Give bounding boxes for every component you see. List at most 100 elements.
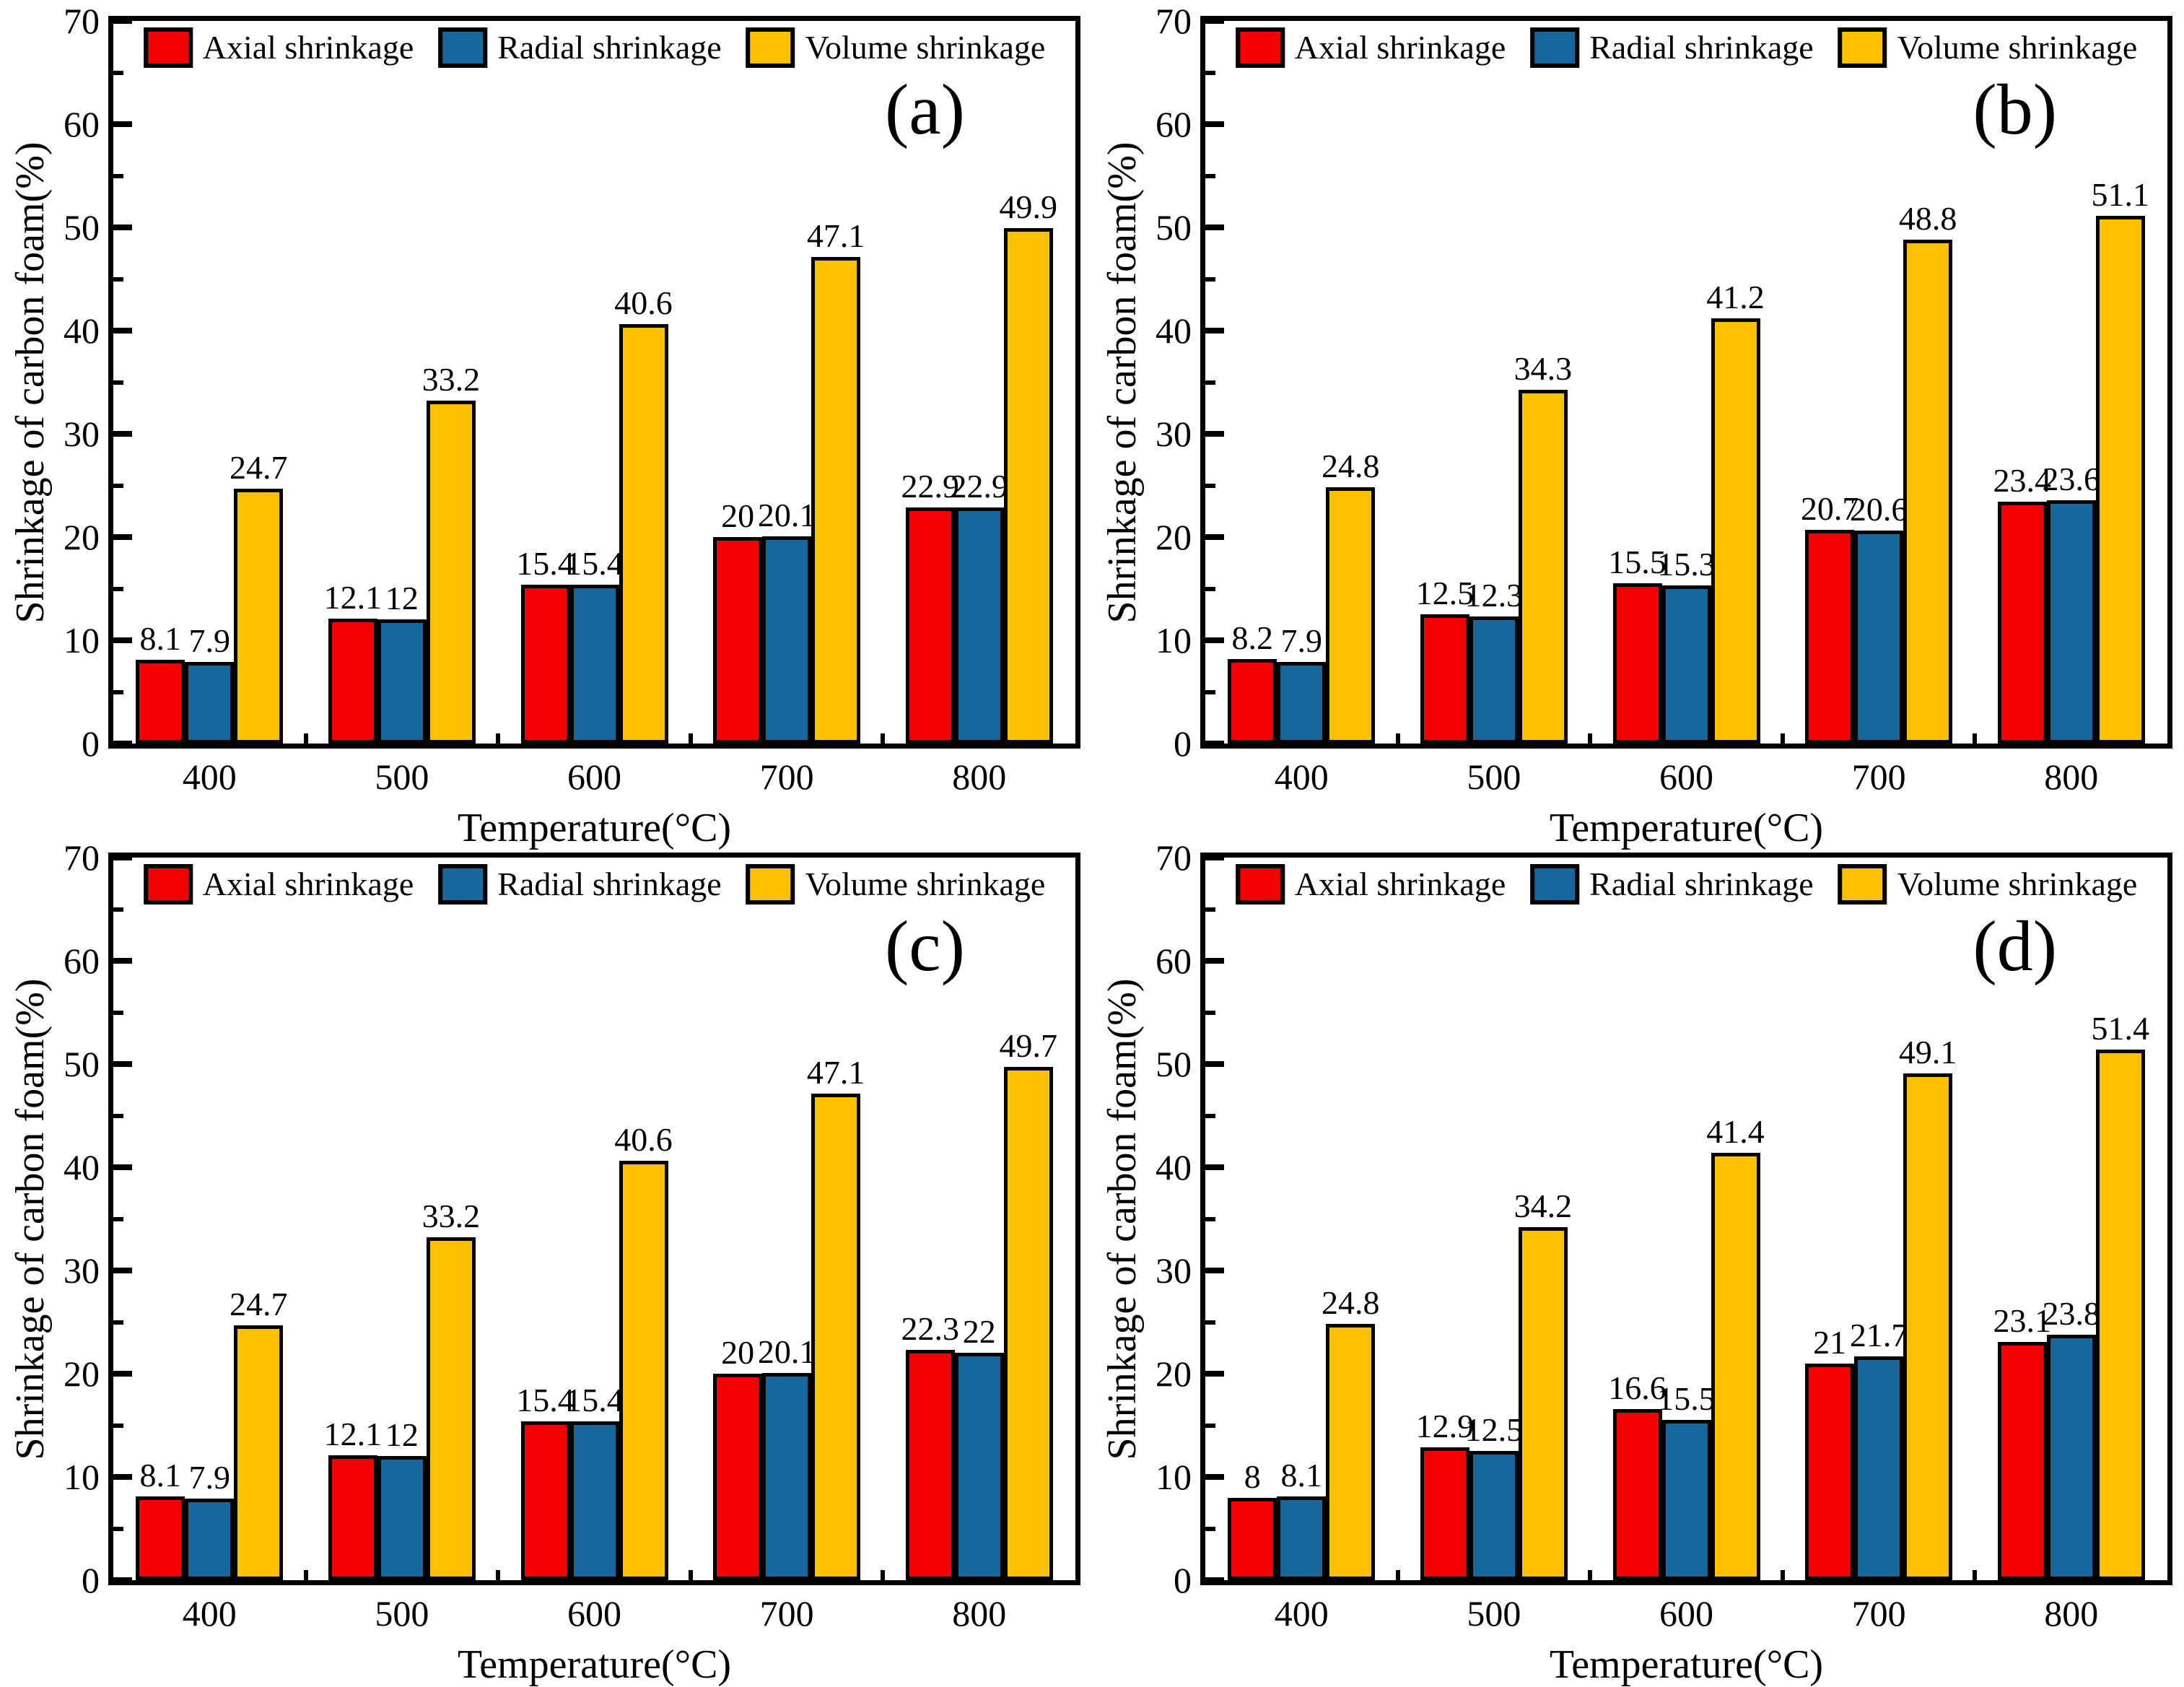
y-major-tick [1205,1061,1224,1067]
y-major-tick [1205,958,1224,964]
y-minor-tick [113,173,123,178]
y-tick-label: 70 [1156,837,1192,878]
y-major-tick [1205,1474,1224,1480]
bar-value-label: 20.1 [757,496,816,533]
x-minor-tick [303,1570,308,1580]
bar-volume-800 [1003,1067,1053,1580]
y-major-tick [1205,1164,1224,1170]
y-tick-label: 0 [1174,723,1192,764]
y-major-tick [113,958,132,964]
y-tick-label: 10 [64,1457,100,1497]
x-axis-title: Temperature(°C) [1549,1642,1824,1687]
bar-value-label: 23.8 [2042,1294,2100,1332]
bar-axial-400 [1228,658,1277,744]
y-minor-tick [113,276,123,282]
radial-swatch-icon [438,27,488,68]
y-major-tick [1205,534,1224,540]
bar-value-label: 47.1 [806,1054,865,1091]
bar-value-label: 41.4 [1706,1112,1765,1150]
legend-label: Radial shrinkage [497,866,722,902]
bar-value-label: 15.5 [1657,1380,1716,1418]
x-tick-label: 600 [567,1593,621,1634]
bar-axial-800 [1997,1341,2047,1580]
y-minor-tick [113,1010,123,1015]
x-tick-label: 400 [182,757,237,797]
plot-inner: 8.1 7.9 24.7 12.1 12 33.2 15.4 15.4 40.6 20 20.1 47… [113,18,1075,746]
x-minor-tick [1973,733,1978,744]
bar-value-label: 47.1 [806,217,865,255]
y-tick-label: 30 [1156,1250,1192,1291]
y-minor-tick [1205,1320,1215,1325]
bar-radial-600 [1661,585,1711,744]
y-tick-label: 60 [64,104,100,144]
bar-value-label: 21 [1813,1323,1847,1361]
x-tick-label: 600 [1659,757,1713,797]
x-minor-tick [881,733,886,744]
bar-value-label: 7.9 [1280,622,1323,660]
x-minor-tick [688,733,693,744]
axial-swatch-icon [1235,864,1285,904]
legend-item-volume: Volume shrinkage [1838,27,2137,68]
bar-value-label: 12.5 [1464,1411,1524,1449]
x-tick-label: 700 [1851,1593,1906,1634]
y-major-tick [113,855,132,860]
y-minor-tick [113,907,123,912]
legend-label: Axial shrinkage [1294,29,1506,66]
y-axis-title: Shrinkage of carbon foam(%) [8,977,53,1460]
panel-letter: (a) [885,69,965,149]
y-tick-label: 30 [64,1250,100,1291]
bar-volume-700 [811,1094,861,1580]
legend-label: Volume shrinkage [1897,866,2138,902]
y-tick-label: 10 [1156,1457,1192,1497]
legend-item-radial: Radial shrinkage [1530,27,1814,68]
y-major-tick [113,1371,132,1377]
bar-value-label: 12.3 [1464,577,1524,614]
bar-value-label: 22.3 [901,1310,959,1348]
legend-item-volume: Volume shrinkage [1838,864,2138,904]
bar-value-label: 40.6 [614,284,673,322]
legend-label: Radial shrinkage [1589,866,1814,902]
y-major-tick [113,534,132,540]
bar-axial-700 [1805,1363,1855,1580]
bar-radial-400 [1277,662,1327,744]
bar-value-label: 23.4 [1993,462,2051,500]
y-minor-tick [113,1423,123,1428]
y-axis-title: Shrinkage of carbon foam(%) [8,141,53,624]
bar-axial-600 [520,584,570,744]
y-major-tick [113,18,132,24]
x-minor-tick [496,1570,501,1580]
y-tick-label: 20 [64,1353,100,1394]
y-tick-label: 10 [64,620,100,661]
bar-value-label: 8.2 [1231,619,1274,656]
bar-value-label: 15.4 [565,1381,624,1418]
x-minor-tick [1588,733,1593,744]
bar-value-label: 21.7 [1849,1316,1908,1353]
bar-volume-500 [426,401,476,744]
panel-b: 8.2 7.9 24.8 12.5 12.3 34.3 15.5 15.3 41.2 20.7 20… [1092,0,2184,848]
legend: Axial shrinkage Radial shrinkage Volume sh… [143,27,1045,68]
y-tick-label: 0 [82,1560,100,1600]
legend-label: Volume shrinkage [805,866,1046,902]
y-major-tick [1205,431,1224,437]
x-minor-tick [303,733,308,744]
bar-axial-500 [1420,1447,1469,1580]
x-minor-tick [881,1570,886,1580]
x-tick-label: 600 [1659,1593,1713,1634]
panel-letter: (d) [1973,906,2057,986]
y-minor-tick [113,1526,123,1531]
bar-value-label: 22.9 [950,467,1008,505]
bar-radial-500 [1469,1451,1519,1580]
x-minor-tick [1780,1570,1785,1580]
bar-volume-600 [619,1161,668,1580]
bar-volume-600 [1711,1152,1760,1580]
y-minor-tick [1205,586,1215,591]
bar-radial-500 [1469,616,1519,744]
legend-item-radial: Radial shrinkage [438,27,722,68]
x-tick-label: 700 [759,757,814,797]
y-major-tick [1205,121,1224,127]
y-tick-label: 30 [64,414,100,454]
y-tick-label: 40 [1156,310,1192,351]
y-minor-tick [1205,1423,1215,1428]
bar-axial-400 [136,660,185,744]
x-axis-title: Temperature(°C) [1549,806,1824,850]
